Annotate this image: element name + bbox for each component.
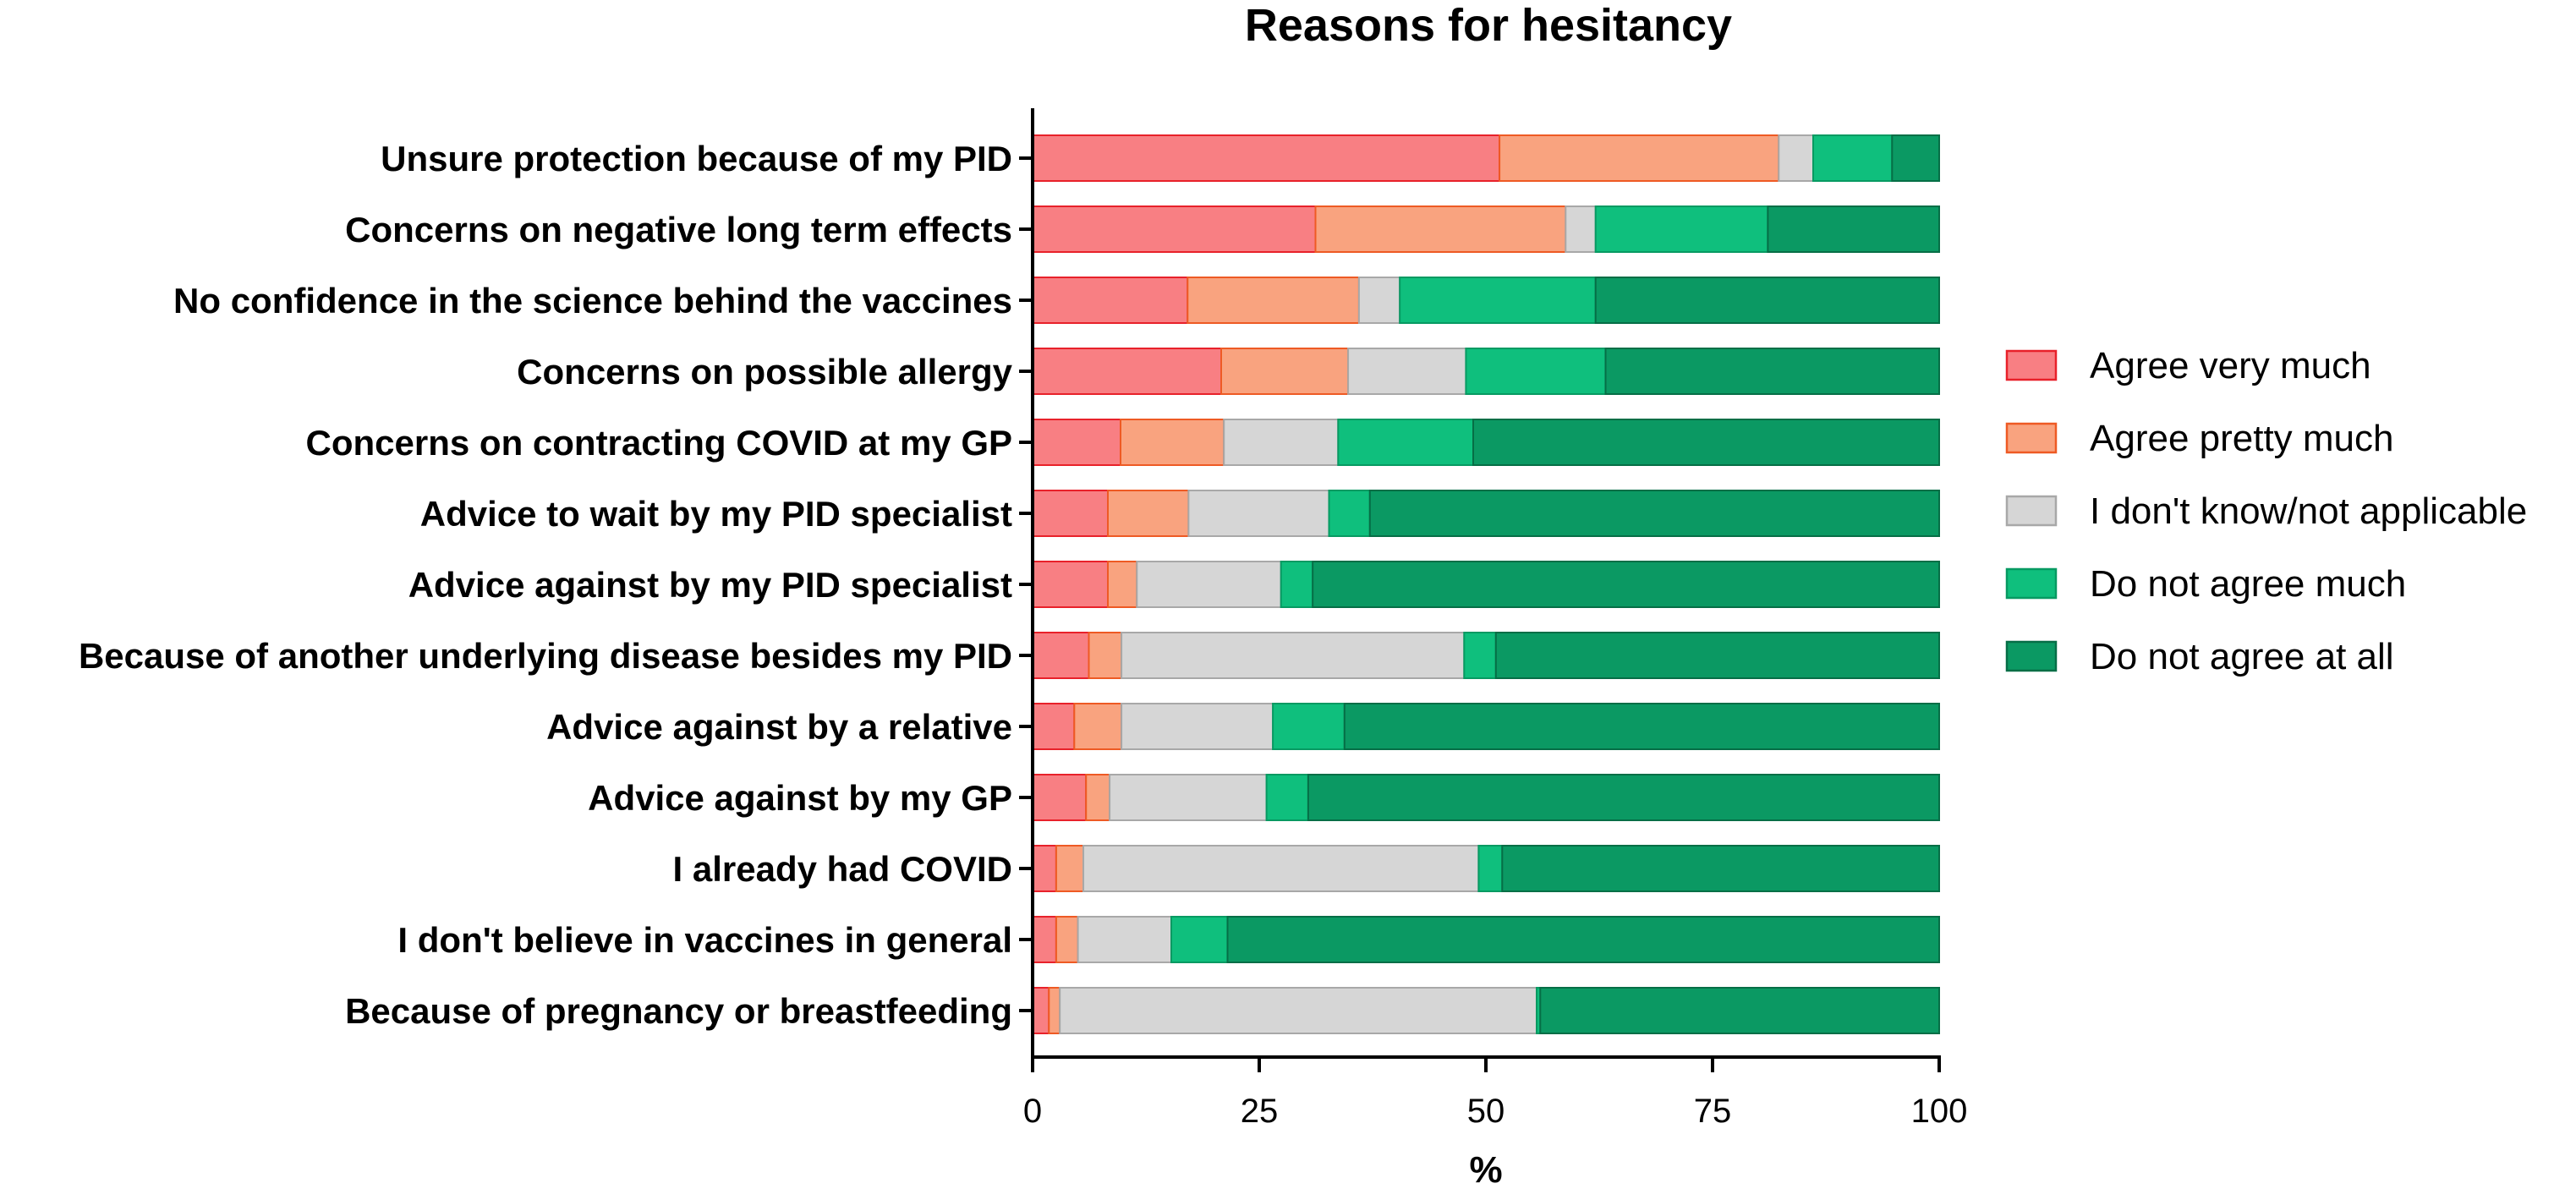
category-label: No confidence in the science behind the … [173,281,1012,321]
category-label: Advice against by a relative [546,707,1012,747]
bar-segment [1220,348,1350,395]
bar-segment [1032,561,1109,608]
bar-segment [1594,205,1769,253]
bar-segment [1399,277,1597,324]
bar-segment [1226,916,1940,963]
bar-segment [1048,987,1061,1034]
bar-segment [1307,774,1940,821]
legend-label: Do not agree much [2090,563,2406,605]
bar-segment [1272,703,1346,750]
bar-segment [1032,205,1317,253]
bar-segment [1312,561,1940,608]
legend-swatch [2005,567,2058,600]
bar-segment [1357,277,1401,324]
bar-segment [1565,205,1597,253]
category-label: I already had COVID [673,849,1012,889]
legend-label: Agree very much [2090,345,2371,386]
legend-swatch [2005,640,2058,672]
bar-segment [1032,348,1222,395]
bar-segment [1494,632,1941,679]
bar-segment [1465,348,1607,395]
bar-segment [1032,845,1057,892]
bar-segment [1463,632,1497,679]
bar-segment [1032,916,1057,963]
legend-label: Agree pretty much [2090,418,2394,459]
bar-segment [1121,703,1274,750]
bar-segment [1088,632,1123,679]
legend-swatch [2005,422,2058,454]
x-ticks: 0 25 50 75 100 [1023,1057,1968,1130]
x-axis-title: % [1469,1149,1502,1189]
category-label: Concerns on possible allergy [517,352,1012,392]
bar-segment [1109,774,1268,821]
category-label: I don't believe in vaccines in general [397,920,1012,960]
bar-segment [1187,277,1360,324]
bar-segment [1136,561,1282,608]
bars [1032,134,1941,1034]
bar-segment [1059,987,1538,1034]
x-tick-label: 25 [1241,1093,1279,1130]
bar-segment [1337,419,1475,466]
category-label: Because of pregnancy or breastfeeding [345,991,1012,1031]
bar-segment [1539,987,1941,1034]
bar-segment [1314,205,1567,253]
category-label: Advice against by my GP [588,778,1012,818]
bar-segment [1055,845,1085,892]
bar-segment [1187,490,1330,537]
category-labels: Unsure protection because of my PID Conce… [79,139,1013,1031]
bar-segment [1347,348,1467,395]
bar-segment [1477,845,1504,892]
bar-segment [1604,348,1940,395]
category-label: Because of another underlying disease be… [79,636,1012,676]
category-label: Concerns on contracting COVID at my GP [306,423,1012,463]
legend-swatch [2005,349,2058,381]
bar-segment [1032,277,1189,324]
x-tick-label: 75 [1694,1093,1732,1130]
bar-segment [1265,774,1309,821]
legend-swatch [2005,495,2058,527]
bar-segment [1120,419,1225,466]
bar-segment [1472,419,1940,466]
x-tick-label: 0 [1023,1093,1042,1130]
bar-segment [1778,134,1815,182]
category-label: Advice to wait by my PID specialist [420,494,1012,534]
bar-segment [1032,987,1050,1034]
legend: Agree very much Agree pretty much I don't … [2005,345,2527,677]
bar-segment [1032,774,1088,821]
x-tick-label: 100 [1911,1093,1968,1130]
chart-title: Reasons for hesitancy [1245,0,1732,51]
bar-segment [1223,419,1340,466]
bar-segment [1121,632,1466,679]
bar-segment [1082,845,1480,892]
bar-segment [1328,490,1371,537]
bar-segment [1073,703,1123,750]
bar-segment [1107,561,1138,608]
bar-segment [1343,703,1941,750]
bar-segment [1501,845,1941,892]
bar-segment [1368,490,1941,537]
bar-segment [1767,205,1940,253]
bar-segment [1032,419,1121,466]
bar-segment [1077,916,1172,963]
bar-segment [1891,134,1941,182]
bar-segment [1170,916,1229,963]
legend-label: Do not agree at all [2090,636,2394,677]
legend-label: I don't know/not applicable [2090,490,2527,532]
bar-segment [1594,277,1940,324]
x-tick-label: 50 [1467,1093,1505,1130]
bar-segment [1812,134,1894,182]
bar-segment [1107,490,1190,537]
category-label: Unsure protection because of my PID [381,139,1012,178]
bar-segment [1032,703,1076,750]
category-label: Concerns on negative long term effects [345,210,1012,249]
bar-segment [1032,490,1109,537]
bar-segment [1032,134,1501,182]
bar-segment [1032,632,1090,679]
bar-segment [1499,134,1780,182]
category-label: Advice against by my PID specialist [408,565,1012,605]
bar-segment [1055,916,1079,963]
bar-segment [1280,561,1314,608]
bar-segment [1085,774,1111,821]
